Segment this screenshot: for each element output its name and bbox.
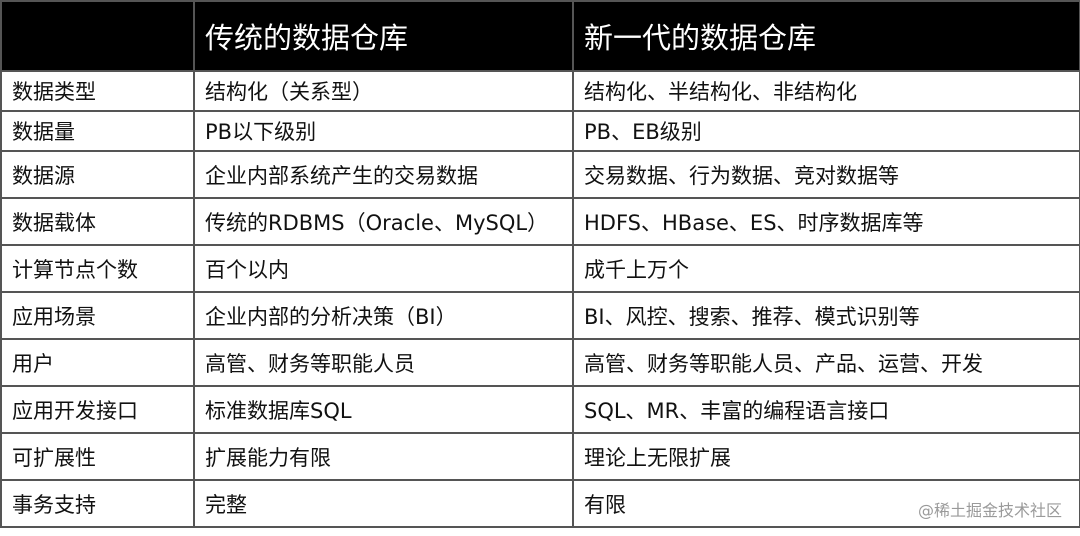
- traditional-cell: 完整: [193, 479, 574, 528]
- new-cell: 成千上万个: [572, 244, 1080, 293]
- row-label: 数据源: [0, 150, 195, 199]
- traditional-cell: 企业内部的分析决策（BI）: [193, 291, 574, 340]
- table-row: 数据量 PB以下级别 PB、EB级别: [0, 110, 1080, 152]
- row-label: 用户: [0, 338, 195, 387]
- row-label: 数据量: [0, 110, 195, 152]
- watermark: @稀土掘金技术社区: [917, 501, 1062, 520]
- traditional-cell: PB以下级别: [193, 110, 574, 152]
- row-label: 应用开发接口: [0, 385, 195, 434]
- table-row: 应用场景 企业内部的分析决策（BI） BI、风控、搜索、推荐、模式识别等: [0, 291, 1080, 340]
- row-label: 数据类型: [0, 70, 195, 112]
- new-cell: 交易数据、行为数据、竞对数据等: [572, 150, 1080, 199]
- new-cell: 结构化、半结构化、非结构化: [572, 70, 1080, 112]
- table-row: 事务支持 完整 有限: [0, 479, 1080, 528]
- table-row: 数据源 企业内部系统产生的交易数据 交易数据、行为数据、竞对数据等: [0, 150, 1080, 199]
- traditional-cell: 高管、财务等职能人员: [193, 338, 574, 387]
- table-row: 数据载体 传统的RDBMS（Oracle、MySQL） HDFS、HBase、ES、…: [0, 197, 1080, 246]
- traditional-cell: 标准数据库SQL: [193, 385, 574, 434]
- traditional-cell: 百个以内: [193, 244, 574, 293]
- new-cell: 高管、财务等职能人员、产品、运营、开发: [572, 338, 1080, 387]
- table-row: 用户 高管、财务等职能人员 高管、财务等职能人员、产品、运营、开发: [0, 338, 1080, 387]
- row-label: 数据载体: [0, 197, 195, 246]
- header-new: 新一代的数据仓库: [572, 0, 1080, 72]
- traditional-cell: 企业内部系统产生的交易数据: [193, 150, 574, 199]
- row-label: 事务支持: [0, 479, 195, 528]
- row-label: 计算节点个数: [0, 244, 195, 293]
- row-label: 可扩展性: [0, 432, 195, 481]
- header-row: 传统的数据仓库 新一代的数据仓库: [0, 0, 1080, 72]
- new-cell: HDFS、HBase、ES、时序数据库等: [572, 197, 1080, 246]
- table-row: 计算节点个数 百个以内 成千上万个: [0, 244, 1080, 293]
- row-label: 应用场景: [0, 291, 195, 340]
- new-cell: BI、风控、搜索、推荐、模式识别等: [572, 291, 1080, 340]
- new-cell: 理论上无限扩展: [572, 432, 1080, 481]
- new-cell: SQL、MR、丰富的编程语言接口: [572, 385, 1080, 434]
- traditional-cell: 结构化（关系型）: [193, 70, 574, 112]
- traditional-cell: 传统的RDBMS（Oracle、MySQL）: [193, 197, 574, 246]
- header-traditional: 传统的数据仓库: [193, 0, 574, 72]
- table-row: 数据类型 结构化（关系型） 结构化、半结构化、非结构化: [0, 70, 1080, 112]
- header-empty: [0, 0, 195, 72]
- table-row: 应用开发接口 标准数据库SQL SQL、MR、丰富的编程语言接口: [0, 385, 1080, 434]
- new-cell: PB、EB级别: [572, 110, 1080, 152]
- table-row: 可扩展性 扩展能力有限 理论上无限扩展: [0, 432, 1080, 481]
- traditional-cell: 扩展能力有限: [193, 432, 574, 481]
- new-cell: 有限: [572, 479, 1080, 528]
